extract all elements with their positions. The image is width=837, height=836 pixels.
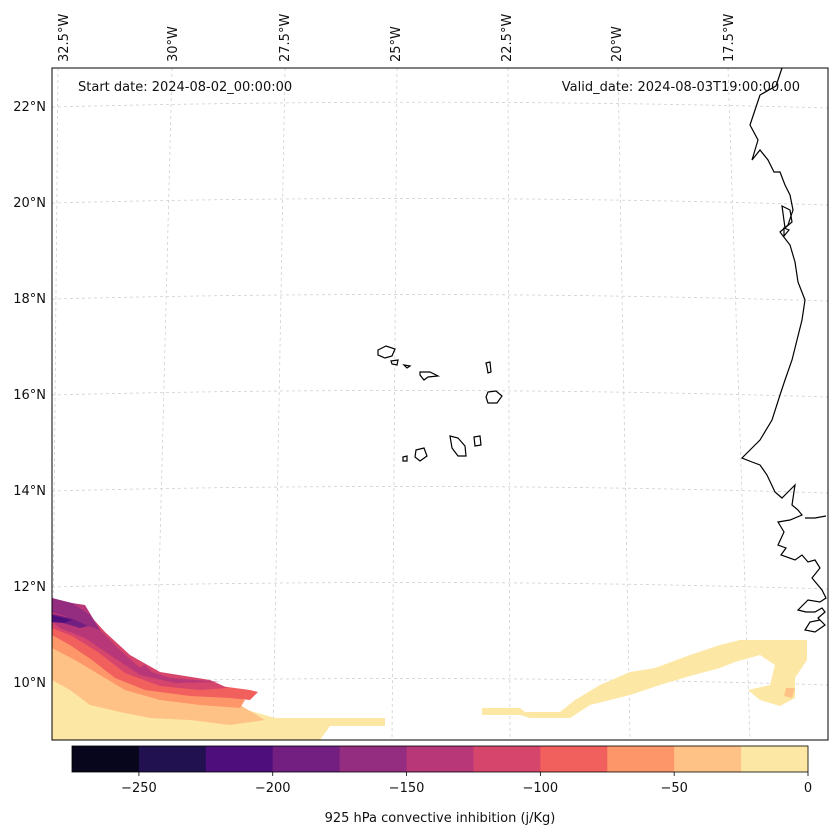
lon-label: 25°W <box>389 26 404 62</box>
colorbar-cell <box>72 746 140 772</box>
lon-label: 30°W <box>166 26 181 62</box>
cin-contours <box>52 598 807 740</box>
contour-100-125 <box>52 600 228 690</box>
island-brava <box>402 455 408 462</box>
colorbar-cell <box>674 746 742 772</box>
contour-125-150 <box>52 600 220 683</box>
colorbar-tick-label: −200 <box>255 781 291 796</box>
colorbar-label: 925 hPa convective inhibition (j/Kg) <box>325 811 556 826</box>
island-sal <box>485 361 492 374</box>
colorbar-cell <box>540 746 608 772</box>
colorbar: −250 −200 −150 −100 −50 0 925 hPa convective … <box>71 745 812 826</box>
colorbar-cell <box>607 746 675 772</box>
lat-label: 20°N <box>13 196 46 211</box>
latitude-labels: 22°N 20°N 18°N 16°N 14°N 12°N 10°N <box>13 100 46 691</box>
colorbar-cells <box>72 746 809 772</box>
lat-label: 10°N <box>13 676 46 691</box>
graticule <box>51 67 829 741</box>
colorbar-cell <box>741 746 809 772</box>
island-sao-nicolau <box>419 371 441 381</box>
africa-coast-detail <box>805 515 827 519</box>
start-date: Start date: 2024-08-02_00:00:00 <box>78 80 292 95</box>
island-santo-antao <box>377 345 396 359</box>
colorbar-cell <box>406 746 474 772</box>
contour-150-175 <box>52 598 100 630</box>
africa-coastline <box>740 67 827 633</box>
island-santiago <box>449 435 467 457</box>
lon-label: 20°W <box>610 26 625 62</box>
colorbar-cell <box>138 746 207 772</box>
lon-label: 27.5°W <box>278 14 293 62</box>
lat-label: 14°N <box>13 484 46 499</box>
island-boa-vista <box>485 390 503 404</box>
island-fogo <box>414 447 428 462</box>
contour-200-225 <box>52 615 72 623</box>
colorbar-tick-label: −150 <box>389 781 425 796</box>
longitude-labels: 32.5°W 30°W 27.5°W 25°W 22.5°W 20°W 17.5… <box>57 14 737 62</box>
valid-date: Valid_date: 2024-08-03T19:00:00.00 <box>562 80 800 95</box>
island-santa-luzia <box>402 364 412 369</box>
contour-east-25-50 <box>784 688 795 698</box>
colorbar-tick-label: −250 <box>121 781 157 796</box>
contour-east-0-25 <box>482 640 807 718</box>
lon-label: 17.5°W <box>722 14 737 62</box>
colorbar-ticks: −250 −200 −150 −100 −50 0 <box>121 772 812 796</box>
lon-label: 32.5°W <box>57 14 72 62</box>
lat-label: 22°N <box>13 100 46 115</box>
colorbar-cell <box>473 746 541 772</box>
island-maio <box>473 435 482 447</box>
lat-label: 12°N <box>13 580 46 595</box>
colorbar-tick-label: −50 <box>660 781 687 796</box>
lon-label: 22.5°W <box>500 14 515 62</box>
colorbar-cell <box>205 746 274 772</box>
colorbar-frame <box>71 745 809 773</box>
colorbar-cell <box>272 746 341 772</box>
colorbar-cell <box>339 746 408 772</box>
map-frame <box>51 67 829 741</box>
lat-label: 16°N <box>13 388 46 403</box>
lat-label: 18°N <box>13 292 46 307</box>
coastlines <box>377 67 827 633</box>
island-sao-vicente <box>390 359 399 366</box>
colorbar-tick-label: 0 <box>804 781 812 796</box>
colorbar-tick-label: −100 <box>523 781 559 796</box>
